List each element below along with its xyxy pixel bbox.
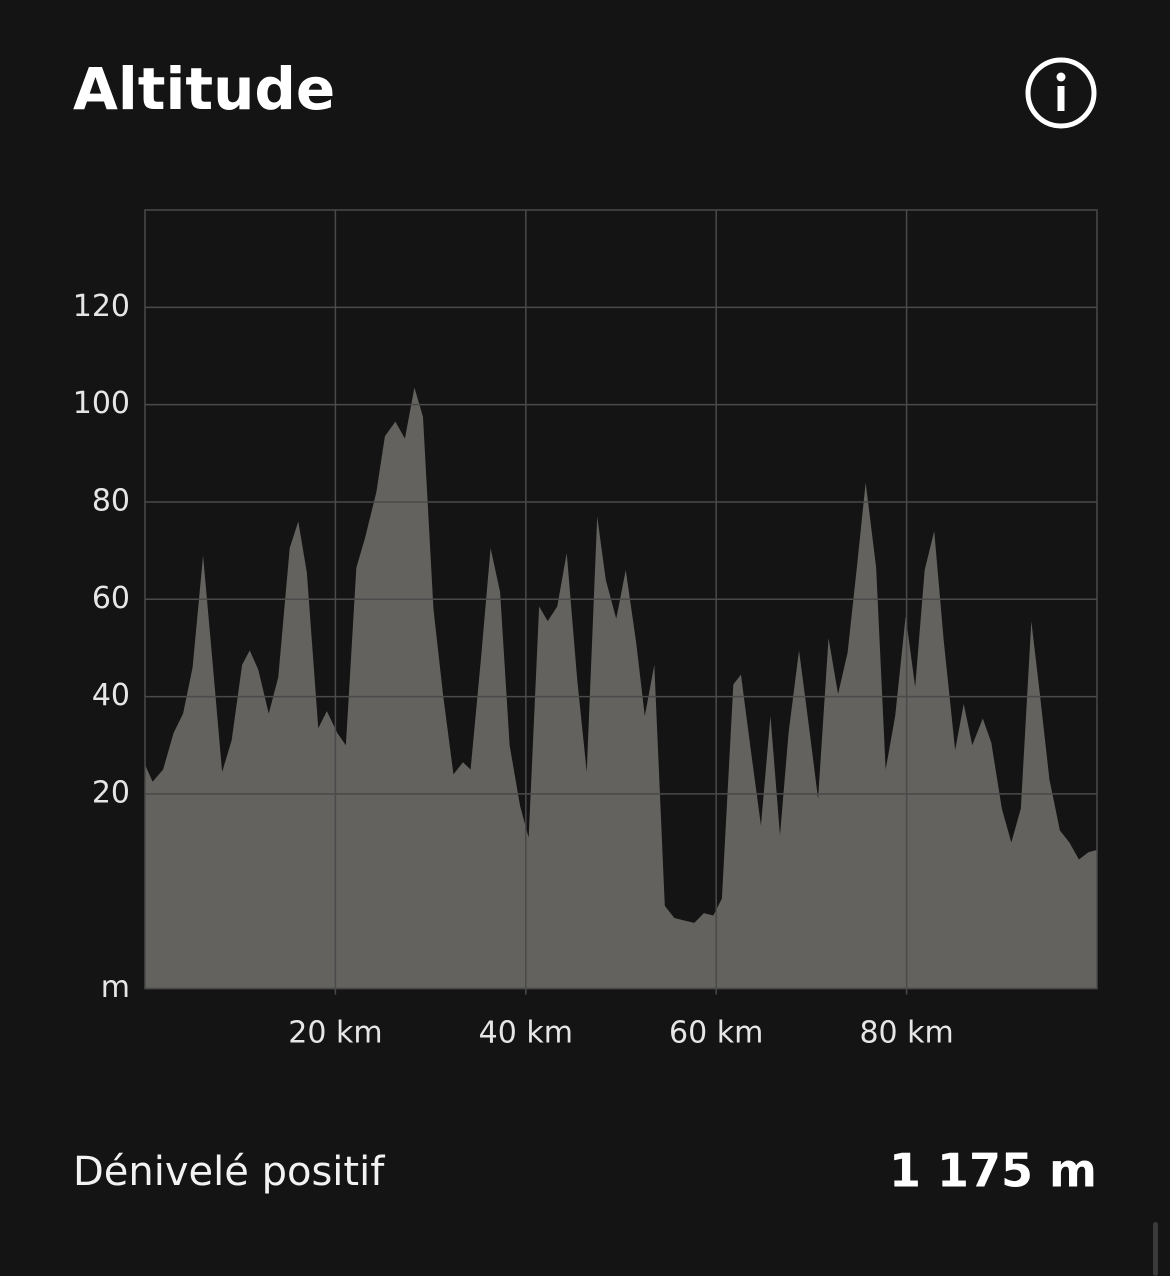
scrollbar <box>1153 1222 1158 1276</box>
stat-label: Dénivelé positif <box>73 1149 385 1195</box>
x-tick-label: 40 km <box>479 1016 573 1051</box>
y-tick-label: 80 <box>92 483 130 518</box>
info-bar <box>1057 86 1065 111</box>
stat-value: 1 175 m <box>889 1144 1097 1198</box>
y-tick-label: 60 <box>92 581 130 616</box>
altitude-area <box>145 387 1097 989</box>
x-tick-label: 20 km <box>288 1016 382 1051</box>
title: Altitude <box>73 55 335 123</box>
info-button[interactable] <box>1025 57 1097 129</box>
x-tick-label: 80 km <box>859 1016 953 1051</box>
y-tick-label: 20 <box>92 775 130 810</box>
y-tick-label: 40 <box>92 678 130 713</box>
y-tick-label: 100 <box>73 386 130 421</box>
plot: m 20 40 60 80 100 120 20 km 40 km 60 km 80 km <box>73 209 1098 1051</box>
y-tick-label: 120 <box>73 289 130 324</box>
info-circle <box>1025 57 1097 129</box>
info-dot <box>1056 72 1066 82</box>
y-tick-label: m <box>101 970 130 1005</box>
x-tick-label: 60 km <box>669 1016 763 1051</box>
